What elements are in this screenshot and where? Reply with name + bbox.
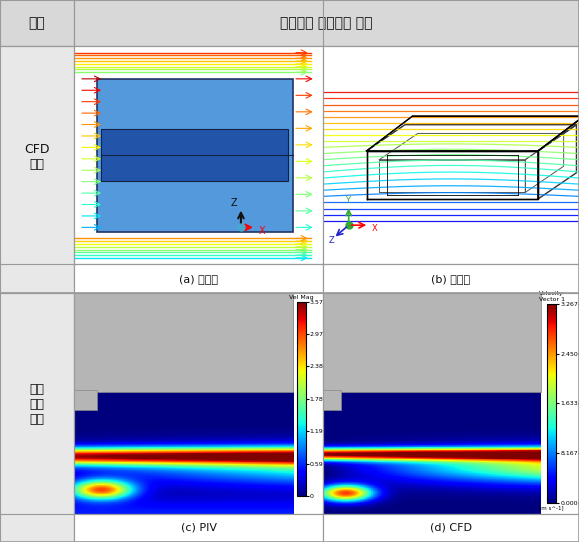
Text: Z: Z [328, 236, 334, 244]
Bar [74, 390, 97, 410]
Text: X: X [258, 226, 265, 236]
Text: 공기흐름 유도장치 적용: 공기흐름 유도장치 적용 [280, 16, 373, 30]
Bar [74, 293, 293, 392]
Bar [323, 390, 341, 410]
Text: Z: Z [231, 197, 237, 208]
X-axis label: [m s^-1]: [m s^-1] [539, 506, 564, 511]
FancyBboxPatch shape [101, 129, 288, 182]
Title: Vel Mag: Vel Mag [289, 295, 314, 300]
Bar [74, 392, 99, 414]
Text: X: X [372, 224, 378, 233]
Text: Y: Y [345, 196, 350, 205]
Text: (c) PIV: (c) PIV [181, 523, 217, 533]
Text: (a) 저면도: (a) 저면도 [179, 274, 218, 283]
FancyBboxPatch shape [97, 79, 293, 232]
Title: Velocity
Vector 1: Velocity Vector 1 [538, 291, 565, 302]
Text: (b) 전체도: (b) 전체도 [431, 274, 471, 283]
Text: 해석
방법
비교: 해석 방법 비교 [30, 383, 45, 427]
Bar [74, 293, 293, 392]
Text: (d) CFD: (d) CFD [430, 523, 472, 533]
Bar [323, 293, 541, 392]
Text: 구분: 구분 [29, 16, 45, 30]
Text: CFD
해석: CFD 해석 [24, 143, 50, 171]
